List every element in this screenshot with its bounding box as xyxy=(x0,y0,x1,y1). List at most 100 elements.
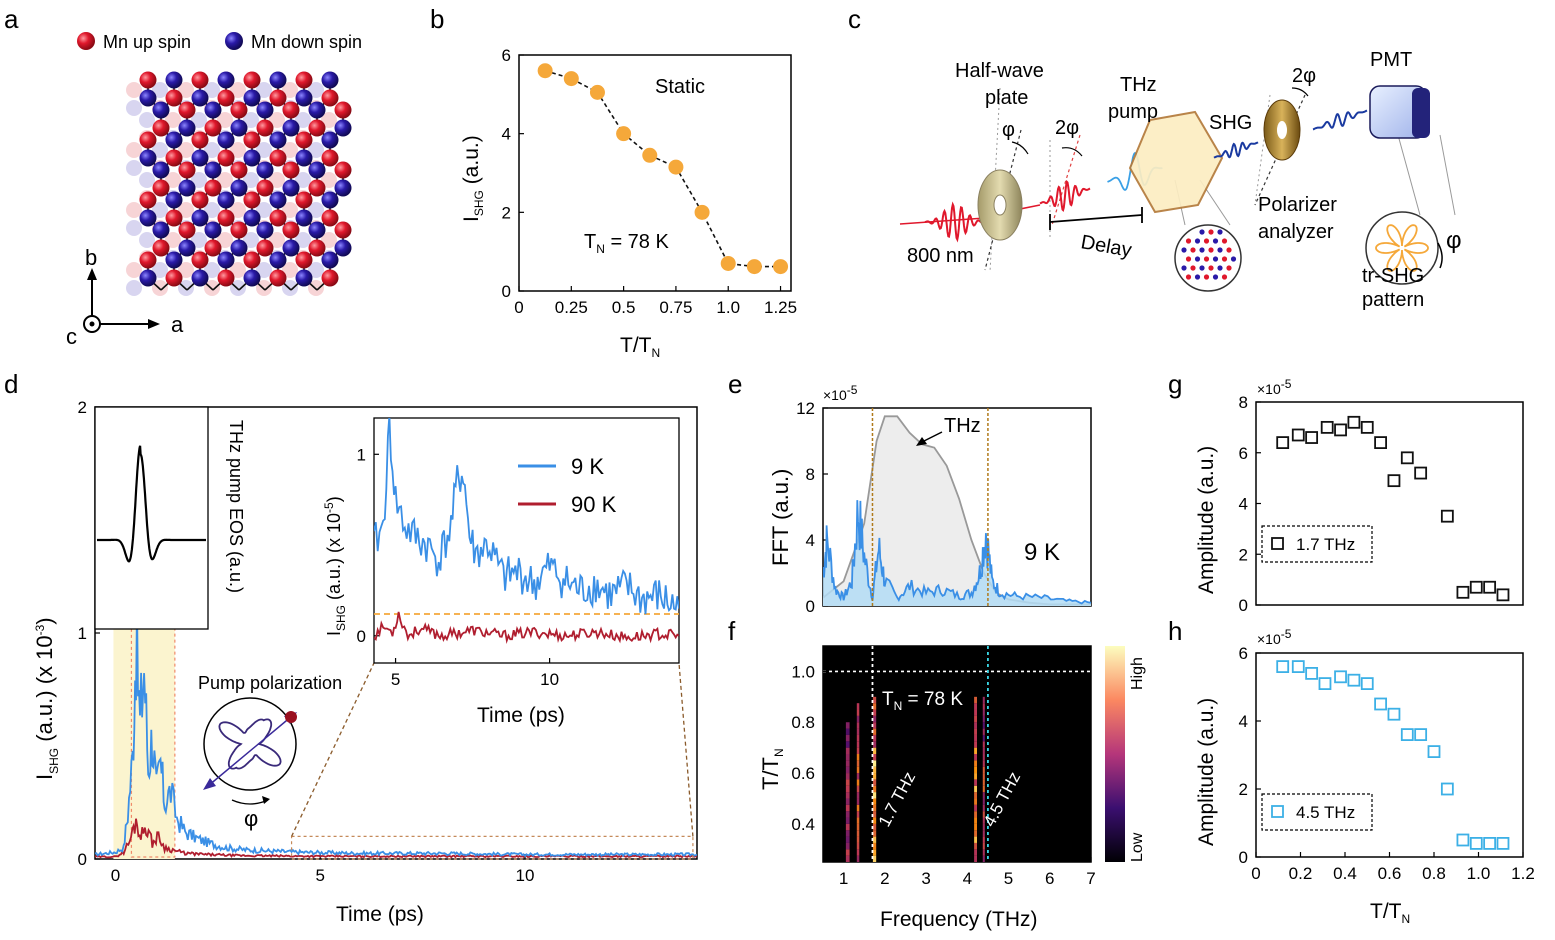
e-ytick-label: 0 xyxy=(806,597,815,616)
heatmap-cell xyxy=(856,709,860,716)
heatmap-cell xyxy=(845,836,850,843)
g-ytick-label: 0 xyxy=(1239,596,1248,615)
heatmap-cell xyxy=(856,836,860,843)
mn-up-atom xyxy=(217,149,235,167)
laser-pulse-delayed xyxy=(1039,179,1091,213)
inset-xlabel: Time (ps) xyxy=(477,704,565,727)
heatmap-cell xyxy=(845,830,850,837)
f-ylabel: T/TN xyxy=(758,748,786,790)
heatmap-cell xyxy=(856,792,860,799)
panel-b: 0 0.25 0.5 0.75 1.0 1.25 0 2 4 6 Static TN = 78 K… xyxy=(460,46,797,360)
polarization-marker xyxy=(285,711,297,723)
mn-up-atom xyxy=(256,179,274,197)
heatmap-cell xyxy=(982,696,985,704)
heatmap-cell xyxy=(856,760,860,767)
f-ytick-label: 0.6 xyxy=(791,764,815,783)
mn-down-atom xyxy=(178,239,196,257)
heatmap-cell xyxy=(982,836,985,843)
heatmap-cell xyxy=(982,842,985,850)
inset-ylabel: ISHG (a.u.) (x 10-5) xyxy=(322,496,348,636)
mn-down-atom xyxy=(295,269,313,287)
data-point xyxy=(1456,585,1470,599)
heatmap-cell xyxy=(974,715,977,723)
heatmap-cell xyxy=(856,754,860,761)
f-xtick-label: 2 xyxy=(880,869,889,888)
heatmap-cell xyxy=(982,728,985,735)
heatmap-cell xyxy=(872,779,877,786)
b-ytick-label: 2 xyxy=(502,203,511,222)
legend-box-g xyxy=(1261,525,1373,563)
h-xtick-label: 0.4 xyxy=(1333,864,1357,883)
mn-up-atom xyxy=(165,269,183,287)
mn-down-atom xyxy=(321,71,339,89)
g-ytick-label: 4 xyxy=(1239,495,1248,514)
mn-up-atom xyxy=(139,131,157,149)
mn-down-atom xyxy=(334,179,352,197)
h-ytick-label: 2 xyxy=(1239,780,1248,799)
heatmap-cell xyxy=(872,728,877,735)
polarizer-label-1: Polarizer xyxy=(1258,194,1337,216)
data-point xyxy=(1305,431,1319,444)
mn-up-atom xyxy=(139,191,157,209)
mn-down-atom xyxy=(191,269,209,287)
heatmap-cell xyxy=(872,849,877,856)
data-point xyxy=(616,126,632,142)
mn-down-atom xyxy=(178,179,196,197)
mn-up-atom xyxy=(152,119,170,137)
mn-down-atom xyxy=(269,71,287,89)
mn-up-atom xyxy=(269,209,287,227)
fft-9k-line xyxy=(823,500,1091,605)
mn-down-atom xyxy=(269,251,287,269)
g-ylabel: Amplitude (a.u.) xyxy=(1195,446,1218,594)
heatmap-cell xyxy=(872,709,877,716)
f-xtick-label: 4 xyxy=(963,869,972,888)
heatmap-cell xyxy=(982,734,985,742)
heatmap-cell xyxy=(856,773,860,780)
heatmap-cell xyxy=(974,785,977,793)
mn-up-atom xyxy=(152,239,170,257)
b-xlabel: T/TN xyxy=(620,334,660,360)
panel-e: 0 4 8 12 ×10-5 THz 9 K FFT (a.u.) xyxy=(768,383,1092,616)
mn-up-atom xyxy=(165,209,183,227)
data-point xyxy=(1360,677,1374,690)
heatmap-cell xyxy=(856,855,860,862)
heatmap-cell xyxy=(982,760,985,767)
zoom-region xyxy=(290,835,694,860)
heatmap-cell xyxy=(982,747,985,754)
mn-down-atom xyxy=(204,101,222,119)
heatmap-cell xyxy=(872,703,877,710)
heatmap-cell xyxy=(856,798,860,805)
b-xtick-label: 0.75 xyxy=(659,298,692,317)
panel-label-c: c xyxy=(848,4,861,34)
mn-down-atom xyxy=(243,209,261,227)
panel-h: 0 0.2 0.4 0.6 0.8 1.0 1.2 0 2 4 6 4.5 THz ×10-5 Am… xyxy=(1195,627,1535,926)
mn-down-atom xyxy=(269,191,287,209)
mn-down-atom xyxy=(243,149,261,167)
heatmap-cell xyxy=(974,766,977,774)
e-multiplier: ×10-5 xyxy=(823,383,858,403)
phi-label: φ xyxy=(1002,119,1015,141)
heatmap-cell xyxy=(845,811,850,818)
data-point xyxy=(642,147,658,163)
thz-annotation: THz xyxy=(944,415,981,437)
heatmap-cell xyxy=(982,792,985,799)
heatmap-cell xyxy=(845,754,850,761)
heatmap-cell xyxy=(974,811,977,818)
heatmap-cell xyxy=(974,760,977,767)
heatmap-cell xyxy=(974,741,977,748)
two-phi-label: 2φ xyxy=(1055,117,1079,139)
heatmap-cell xyxy=(974,754,977,761)
heatmap-cell xyxy=(982,722,985,729)
rotation-arc-icon xyxy=(1011,141,1029,155)
mn-up-atom xyxy=(243,251,261,269)
h-ytick-label: 6 xyxy=(1239,644,1248,663)
heatmap-cell xyxy=(974,836,977,843)
heatmap-cell xyxy=(982,709,985,716)
f-xtick-label: 3 xyxy=(921,869,930,888)
mn-down-atom xyxy=(295,209,313,227)
mn-up-atom xyxy=(217,269,235,287)
heatmap-cell xyxy=(845,798,850,805)
data-point xyxy=(1414,728,1428,741)
data-point xyxy=(1496,588,1510,602)
legend-up-dot xyxy=(77,32,95,50)
